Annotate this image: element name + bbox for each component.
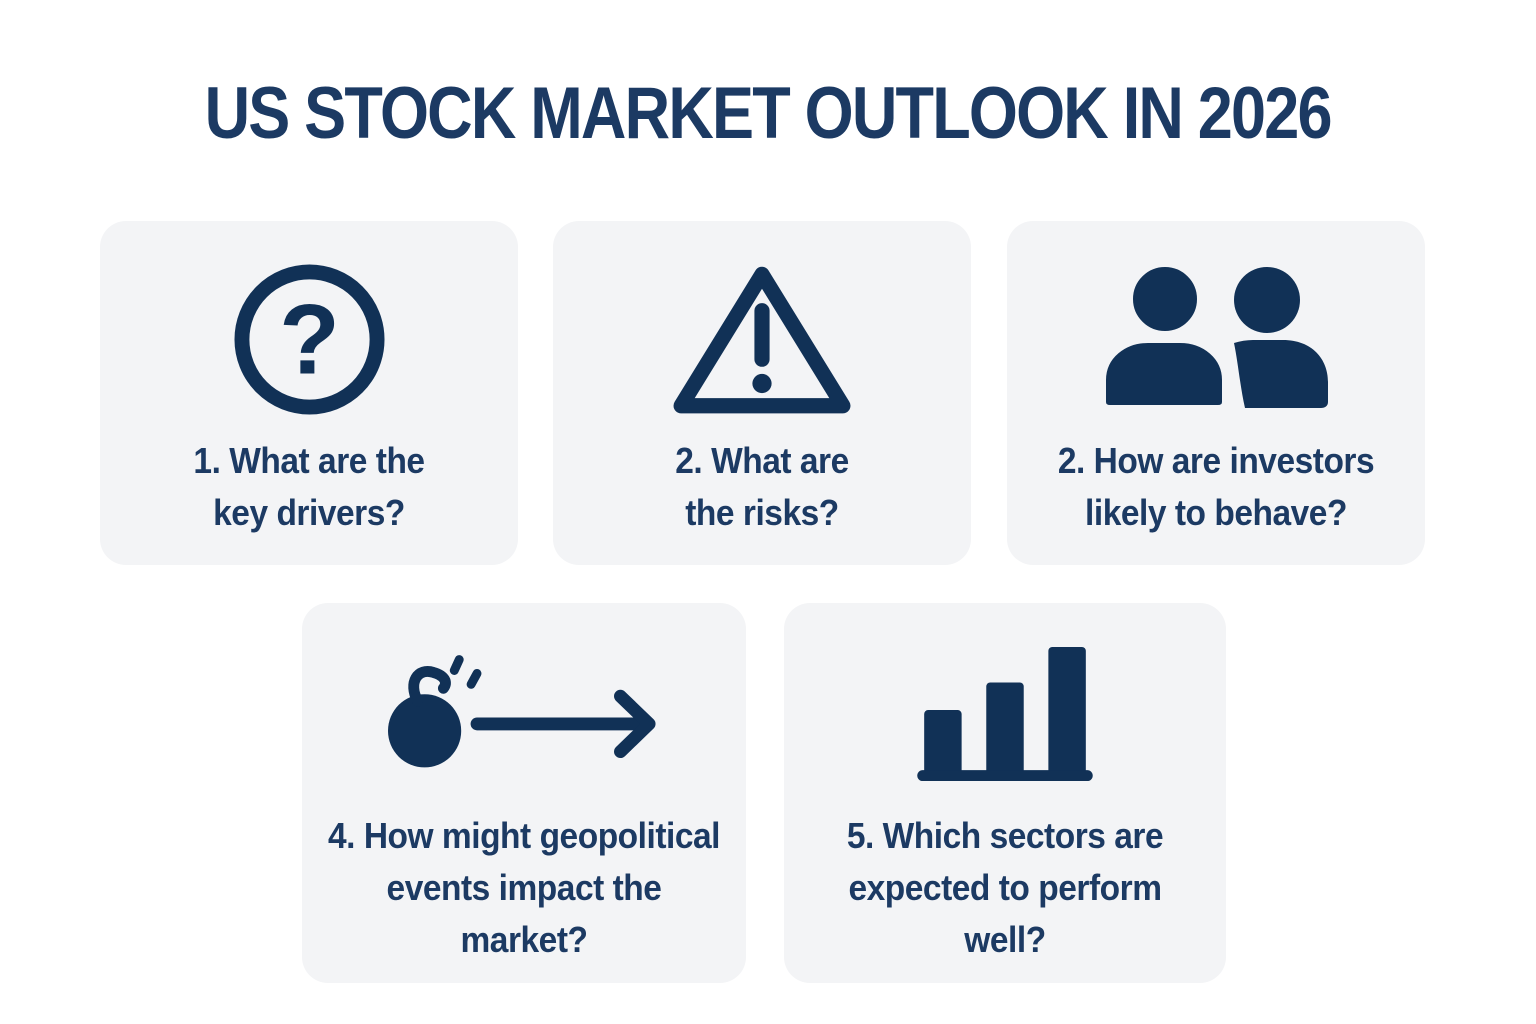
svg-text:?: ?: [279, 284, 340, 395]
investors-icon: [1100, 264, 1328, 411]
card-text: 1. What are the key drivers?: [115, 435, 504, 539]
card-risks: 2. What are the risks?: [553, 221, 971, 565]
card-text-line: well?: [964, 919, 1046, 960]
card-text-line: 2. What are: [675, 440, 849, 481]
card-text-line: 4. How might geopolitical: [327, 815, 721, 856]
card-text: 4. How might geopolitical events impact …: [318, 810, 731, 966]
card-text: 2. What are the risks?: [568, 435, 957, 539]
question-circle-icon: ?: [233, 263, 385, 415]
card-icon-wrap: [302, 639, 746, 789]
card-icon-wrap: [784, 639, 1226, 789]
page-title-text: US STOCK MARKET OUTLOOK IN 2026: [204, 71, 1333, 154]
card-geopolitical-events: 4. How might geopolitical events impact …: [302, 603, 746, 983]
card-icon-wrap: ?: [100, 257, 518, 421]
card-text-line: 5. Which sectors are: [846, 815, 1164, 856]
bar-chart-icon: [917, 646, 1093, 782]
card-icon-wrap: [553, 257, 971, 421]
card-text: 5. Which sectors are expected to perform…: [799, 810, 1210, 966]
card-text-line: key drivers?: [213, 492, 405, 533]
card-text-line: the risks?: [685, 492, 839, 533]
card-text-line: market?: [460, 919, 588, 960]
bomb-arrow-icon: [388, 655, 656, 768]
card-key-drivers: ? 1. What are the key drivers?: [100, 221, 518, 565]
card-text-line: 1. What are the: [193, 440, 425, 481]
card-text-line: events impact the: [386, 867, 662, 908]
card-text-line: likely to behave?: [1085, 492, 1347, 533]
card-text: 2. How are investors likely to behave?: [1022, 435, 1411, 539]
card-icon-wrap: [1007, 257, 1425, 421]
card-sector-performance: 5. Which sectors are expected to perform…: [784, 603, 1226, 983]
page-title: US STOCK MARKET OUTLOOK IN 2026: [0, 76, 1536, 150]
card-text-line: 2. How are investors: [1057, 440, 1375, 481]
card-investor-behavior: 2. How are investors likely to behave?: [1007, 221, 1425, 565]
card-text-line: expected to perform: [848, 867, 1162, 908]
warning-triangle-icon: [673, 266, 851, 414]
